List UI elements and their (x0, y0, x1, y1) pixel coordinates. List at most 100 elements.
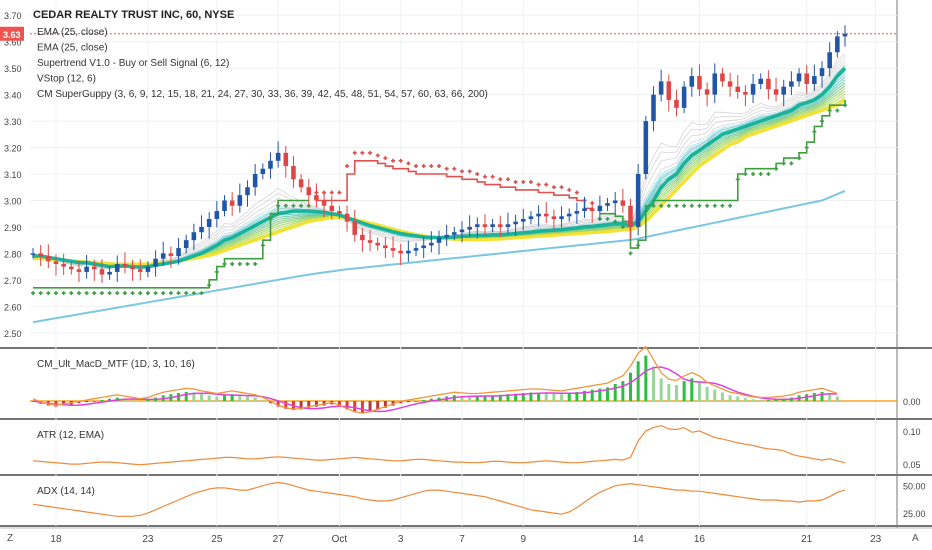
candle-body[interactable] (827, 52, 832, 69)
candle-body[interactable] (444, 234, 449, 238)
candle-body[interactable] (69, 266, 74, 270)
macd-pane[interactable]: CM_Ult_MacD_MTF (1D, 3, 10, 16) 0.00 (30, 345, 921, 414)
candle-body[interactable] (390, 248, 396, 251)
candle-body[interactable] (467, 226, 472, 230)
candle-body[interactable] (46, 256, 51, 262)
candle-body[interactable] (206, 218, 212, 227)
candle-body[interactable] (61, 263, 66, 267)
candle-body[interactable] (566, 213, 572, 217)
candle-body[interactable] (122, 263, 128, 267)
candle-body[interactable] (252, 174, 258, 188)
candle-body[interactable] (321, 200, 327, 206)
candle-body[interactable] (796, 73, 802, 82)
candle-body[interactable] (452, 232, 457, 235)
candle-body[interactable] (505, 224, 511, 227)
candle-body[interactable] (352, 221, 358, 235)
candle-body[interactable] (643, 121, 649, 174)
candle-body[interactable] (168, 253, 174, 257)
candle-body[interactable] (620, 200, 626, 206)
candle-body[interactable] (329, 205, 335, 212)
candle-body[interactable] (160, 253, 166, 259)
candle-body[interactable] (551, 216, 557, 219)
candle-body[interactable] (191, 232, 197, 241)
candle-body[interactable] (597, 205, 603, 212)
candle-body[interactable] (153, 258, 158, 267)
candle-body[interactable] (720, 73, 725, 82)
adx-pane[interactable]: ADX (14, 14) 50.00 25.00 (32, 482, 926, 519)
candle-body[interactable] (76, 269, 82, 272)
candle-body[interactable] (306, 187, 312, 196)
candle-body[interactable] (819, 68, 825, 77)
candle-body[interactable] (84, 266, 89, 272)
candle-body[interactable] (528, 216, 534, 219)
candle-body[interactable] (681, 86, 687, 108)
candle-body[interactable] (360, 234, 365, 241)
candle-body[interactable] (268, 160, 273, 169)
candle-body[interactable] (497, 224, 503, 227)
candle-body[interactable] (237, 195, 243, 206)
candle-body[interactable] (245, 187, 250, 196)
candle-body[interactable] (758, 78, 764, 85)
candle-body[interactable] (520, 218, 526, 222)
candle-body[interactable] (674, 99, 679, 108)
candle-body[interactable] (589, 208, 595, 212)
candle-body[interactable] (337, 211, 342, 214)
candle-body[interactable] (436, 237, 442, 243)
adx-pane-title[interactable]: ADX (14, 14) (37, 486, 95, 497)
candle-body[interactable] (429, 242, 434, 246)
candle-body[interactable] (804, 73, 809, 85)
macd-pane-title[interactable]: CM_Ult_MacD_MTF (1D, 3, 10, 16) (37, 359, 195, 370)
candle-body[interactable] (490, 224, 495, 227)
candle-body[interactable] (183, 240, 189, 249)
indicator-legend-item[interactable]: VStop (12, 6) (37, 74, 96, 85)
atr-pane[interactable]: ATR (12, EMA) 0.10 0.05 (32, 424, 921, 470)
candle-body[interactable] (260, 168, 266, 174)
candle-body[interactable] (222, 200, 227, 212)
candle-body[interactable] (344, 213, 350, 222)
candle-body[interactable] (298, 179, 304, 188)
candle-body[interactable] (459, 229, 465, 233)
price-pane[interactable] (30, 25, 848, 324)
candle-body[interactable] (114, 263, 120, 272)
candle-body[interactable] (513, 221, 518, 225)
indicator-legend-item[interactable]: EMA (25, close) (37, 27, 108, 38)
candle-body[interactable] (735, 86, 741, 92)
candle-body[interactable] (812, 76, 817, 85)
candle-body[interactable] (697, 76, 702, 90)
candle-body[interactable] (605, 203, 610, 206)
candle-body[interactable] (38, 253, 43, 257)
candle-body[interactable] (375, 242, 381, 246)
candle-body[interactable] (666, 81, 672, 100)
candle-body[interactable] (704, 89, 710, 95)
candle-body[interactable] (628, 205, 633, 227)
candle-body[interactable] (421, 245, 426, 249)
candle-body[interactable] (229, 200, 235, 206)
candle-body[interactable] (107, 271, 112, 275)
candle-body[interactable] (176, 248, 181, 257)
candle-body[interactable] (789, 81, 794, 87)
candle-body[interactable] (53, 261, 59, 264)
candle-body[interactable] (559, 216, 564, 219)
candle-body[interactable] (773, 89, 779, 95)
candle-body[interactable] (314, 195, 319, 201)
candle-body[interactable] (689, 76, 695, 87)
candle-body[interactable] (275, 152, 281, 161)
candle-body[interactable] (651, 94, 656, 122)
indicator-legend-item[interactable]: EMA (25, close) (37, 43, 108, 54)
candle-body[interactable] (214, 211, 220, 219)
candle-body[interactable] (835, 36, 840, 53)
candle-body[interactable] (199, 226, 204, 233)
candle-body[interactable] (543, 213, 549, 217)
candle-body[interactable] (574, 211, 580, 214)
candle-body[interactable] (781, 86, 787, 95)
candle-body[interactable] (398, 250, 403, 254)
candle-body[interactable] (536, 213, 541, 217)
auto-scale-button[interactable]: A (912, 533, 919, 544)
candle-body[interactable] (30, 253, 36, 255)
indicator-legend-item[interactable]: Supertrend V1.0 - Buy or Sell Signal (6,… (37, 58, 229, 69)
candle-body[interactable] (842, 33, 848, 37)
candle-body[interactable] (283, 152, 289, 167)
atr-pane-title[interactable]: ATR (12, EMA) (37, 430, 104, 441)
candle-body[interactable] (582, 208, 587, 212)
